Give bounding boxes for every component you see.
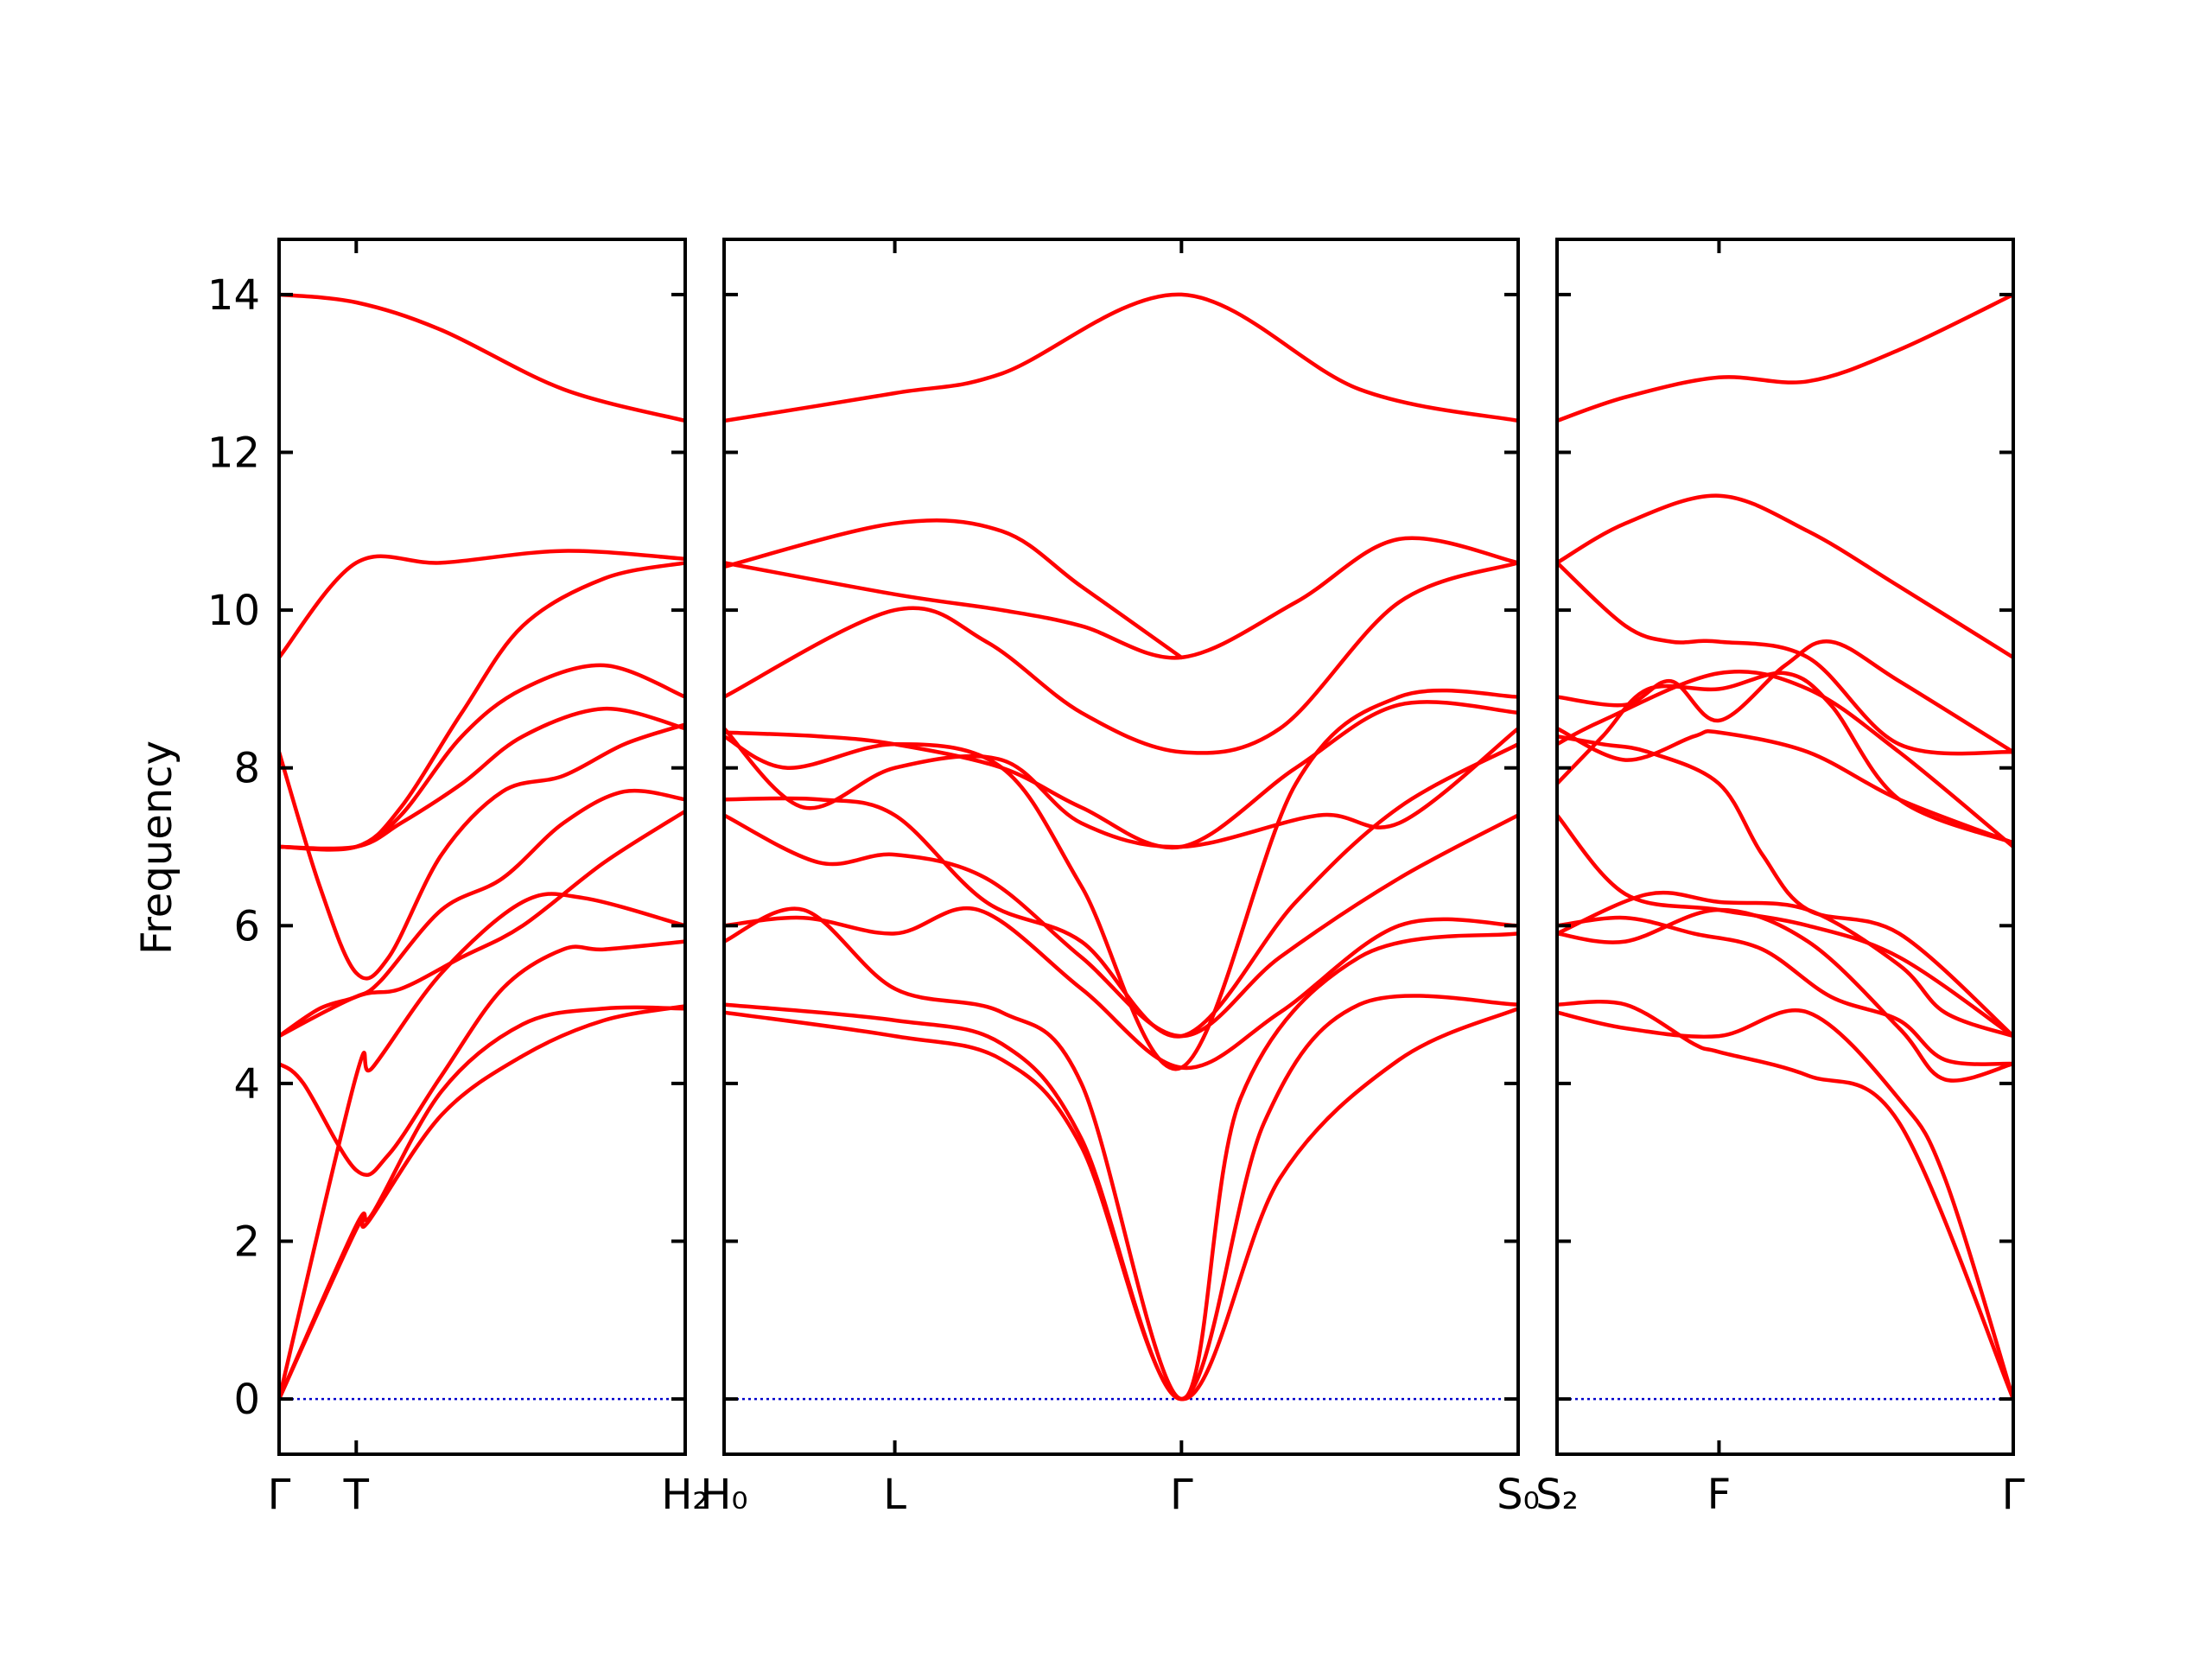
band-line-4 [724, 906, 1518, 1071]
panel-2-data [724, 292, 1518, 1402]
y-tick-label: 4 [233, 1060, 260, 1109]
band-line-12 [1557, 561, 2013, 756]
band-line-10 [279, 549, 685, 660]
band-line-7 [279, 722, 685, 981]
panel-1: 0 2 4 6 8 10 12 14 Γ T H₂ [207, 238, 709, 1519]
band-line-8 [724, 726, 1518, 849]
x-tick-label: T [343, 1471, 370, 1519]
band-line-4 [1557, 907, 2013, 1083]
band-line-6 [279, 788, 685, 1039]
panel-3: S₂ F Γ [1535, 238, 2025, 1519]
y-tick-label: 14 [207, 271, 260, 320]
band-line-9 [724, 700, 1518, 850]
x-tick-label: Γ [268, 1471, 291, 1519]
y-tick-label: 12 [207, 429, 260, 478]
x-tick-label: Γ [2002, 1471, 2025, 1519]
y-tick-label: 2 [233, 1217, 260, 1266]
y-tick-label: 8 [233, 745, 260, 793]
panel-1-data [279, 292, 685, 1402]
y-tick-label: 0 [233, 1376, 260, 1424]
x-tick-label: S₀ [1497, 1471, 1540, 1519]
band-line-14 [1557, 292, 2013, 423]
band-line-11 [1557, 726, 2013, 845]
band-line-2 [279, 1005, 685, 1402]
x-tick-label: H₀ [700, 1471, 747, 1519]
panel-1-frame [277, 238, 687, 1456]
band-line-3 [279, 892, 685, 1402]
x-tick-label: Γ [1170, 1471, 1193, 1519]
panel-3-frame [1555, 238, 2015, 1456]
band-line-1 [1557, 1008, 2013, 1402]
band-line-6 [1557, 813, 2013, 1039]
x-tick-label: L [883, 1471, 906, 1519]
band-line-13 [1557, 493, 2013, 660]
band-line-3 [724, 906, 1518, 1402]
band-line-2 [1557, 999, 2013, 1402]
band-line-10 [724, 561, 1518, 755]
band-line-7 [1557, 734, 2013, 1039]
band-line-5 [1557, 915, 2013, 1066]
band-line-11 [279, 561, 685, 852]
panel-2-frame [722, 238, 1520, 1456]
x-tick-label: H₂ [661, 1471, 709, 1519]
band-line-4 [279, 939, 685, 1178]
band-line-8 [1557, 670, 2013, 849]
band-line-12 [279, 292, 685, 423]
panel-3-data [1557, 292, 2013, 1402]
x-tick-label: S₂ [1535, 1471, 1579, 1519]
band-line-1 [724, 1006, 1518, 1402]
panel-2: H₀ L Γ S₀ [700, 238, 1540, 1519]
band-line-11 [724, 536, 1518, 660]
band-line-12 [724, 518, 1184, 660]
band-line-13 [724, 292, 1518, 423]
y-tick-label: 6 [233, 902, 260, 950]
band-line-5 [724, 813, 1518, 1039]
band-line-1 [279, 1004, 685, 1402]
band-line-9 [279, 663, 685, 851]
band-line-2 [724, 994, 1518, 1402]
x-tick-label: F [1707, 1471, 1732, 1519]
band-line-8 [279, 706, 685, 851]
band-line-6 [724, 742, 1518, 1039]
y-tick-label: 10 [207, 587, 260, 635]
band-line-10 [1557, 639, 2013, 754]
band-line-7 [724, 688, 1518, 1071]
y-axis-label: Frequency [133, 741, 181, 955]
